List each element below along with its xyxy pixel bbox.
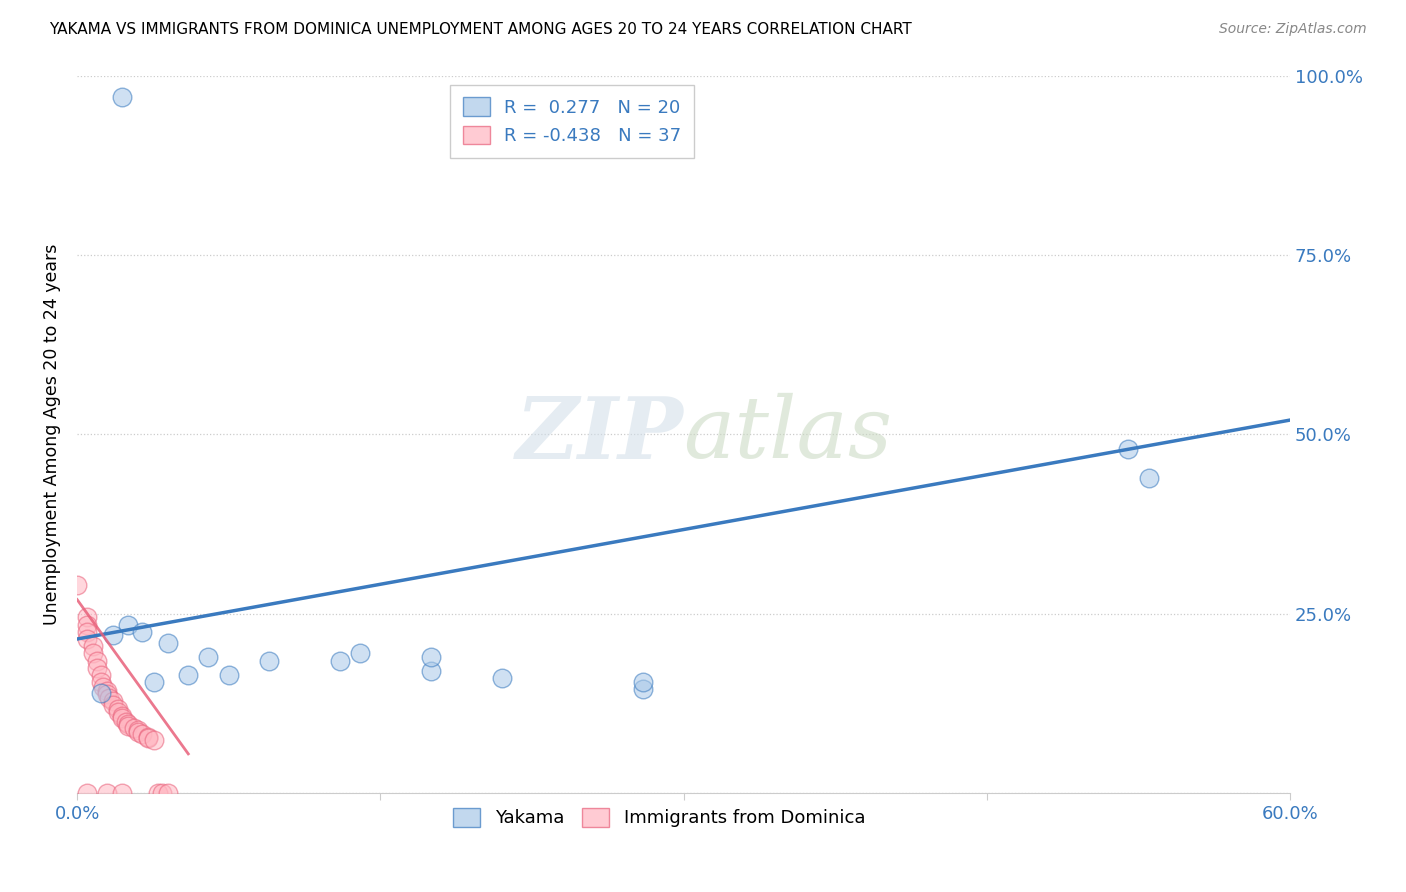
- Point: [257, 654, 280, 668]
- Legend: Yakama, Immigrants from Dominica: Yakama, Immigrants from Dominica: [446, 801, 873, 835]
- Point: [96, 786, 118, 800]
- Point: [110, 708, 132, 723]
- Point: [1116, 442, 1139, 456]
- Point: [103, 628, 125, 642]
- Point: [66, 578, 89, 592]
- Point: [491, 672, 513, 686]
- Point: [86, 654, 108, 668]
- Point: [419, 665, 441, 679]
- Point: [110, 711, 132, 725]
- Point: [419, 650, 441, 665]
- Point: [107, 705, 129, 719]
- Point: [177, 668, 200, 682]
- Point: [157, 635, 180, 649]
- Point: [76, 624, 98, 639]
- Point: [131, 727, 153, 741]
- Text: YAKAMA VS IMMIGRANTS FROM DOMINICA UNEMPLOYMENT AMONG AGES 20 TO 24 YEARS CORREL: YAKAMA VS IMMIGRANTS FROM DOMINICA UNEMP…: [49, 22, 912, 37]
- Point: [93, 680, 115, 694]
- Point: [157, 786, 180, 800]
- Text: Source: ZipAtlas.com: Source: ZipAtlas.com: [1219, 22, 1367, 37]
- Point: [98, 690, 121, 705]
- Point: [136, 731, 159, 745]
- Point: [117, 719, 139, 733]
- Point: [1137, 470, 1160, 484]
- Text: atlas: atlas: [683, 393, 893, 475]
- Point: [90, 668, 112, 682]
- Point: [96, 687, 118, 701]
- Point: [142, 675, 165, 690]
- Point: [103, 694, 125, 708]
- Point: [86, 661, 108, 675]
- Point: [150, 786, 173, 800]
- Point: [349, 646, 371, 660]
- Point: [631, 682, 654, 697]
- Point: [76, 617, 98, 632]
- Point: [117, 617, 139, 632]
- Point: [631, 675, 654, 690]
- Point: [114, 714, 136, 729]
- Point: [82, 646, 104, 660]
- Point: [103, 698, 125, 712]
- Point: [76, 632, 98, 646]
- Point: [197, 650, 219, 665]
- Point: [218, 668, 240, 682]
- Point: [127, 723, 149, 738]
- Point: [146, 786, 169, 800]
- Point: [90, 686, 112, 700]
- Point: [329, 654, 352, 668]
- Point: [110, 90, 132, 104]
- Point: [90, 675, 112, 690]
- Point: [76, 786, 98, 800]
- Point: [82, 639, 104, 653]
- Text: ZIP: ZIP: [516, 392, 683, 476]
- Point: [136, 730, 159, 744]
- Point: [76, 610, 98, 624]
- Y-axis label: Unemployment Among Ages 20 to 24 years: Unemployment Among Ages 20 to 24 years: [44, 244, 60, 625]
- Point: [107, 701, 129, 715]
- Point: [142, 733, 165, 747]
- Point: [110, 786, 132, 800]
- Point: [131, 624, 153, 639]
- Point: [127, 725, 149, 739]
- Point: [96, 683, 118, 698]
- Point: [122, 721, 145, 735]
- Point: [117, 716, 139, 731]
